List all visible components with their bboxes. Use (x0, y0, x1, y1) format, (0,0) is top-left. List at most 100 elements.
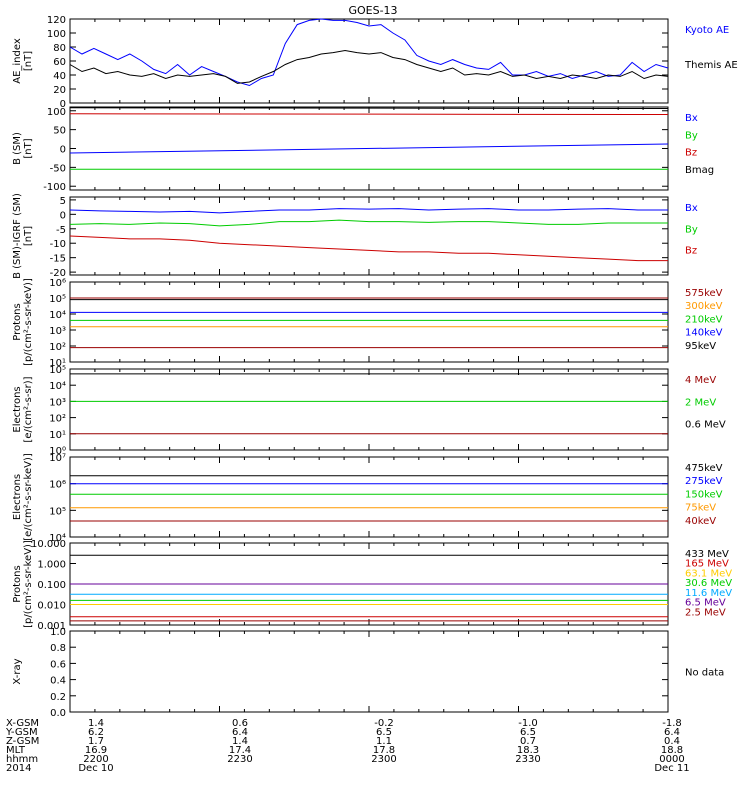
ephemeris-cell: 0.7 (520, 736, 536, 747)
plot-title: GOES-13 (348, 4, 397, 17)
y-tick-label: 20 (53, 85, 66, 96)
y-tick-label: -10 (50, 239, 66, 250)
y-axis-label: Electrons (12, 474, 23, 520)
panel-ae: 0 20 40 60 80 100 120 AE_index [nT] Kyoto AE Themi… (12, 15, 738, 110)
ephemeris-cell: 17.4 (229, 745, 251, 756)
legend-entry: 95keV (685, 341, 716, 352)
y-tick-label: 0 (60, 145, 66, 156)
y-axis-label: Protons (12, 565, 23, 602)
y-tick-label: 80 (53, 43, 66, 54)
y-axis-label: [nT] (23, 51, 34, 71)
y-tick-label: 10⁰ (49, 446, 66, 457)
y-axis-label: Electrons (12, 386, 23, 432)
y-tick-label: 10³ (49, 397, 66, 408)
y-tick-label: 10¹ (49, 430, 66, 441)
ephemeris-cell: 16.9 (85, 745, 107, 756)
y-axis-label: [e/(cm²-s-sr)] (23, 376, 34, 442)
ephemeris-cell: -1.8 (662, 718, 682, 729)
legend-entry: 40keV (685, 516, 716, 527)
y-axis-label: [nT] (23, 226, 34, 246)
ephemeris-cell: 1.1 (376, 736, 392, 747)
panel-protons_mev: 10¹ 10² 10³ 10⁴ 10⁵ 10⁶ Protons [p/(cm²-s-sr-ke… (12, 278, 723, 369)
legend-entry: 210keV (685, 314, 723, 325)
y-tick-label: -15 (50, 254, 66, 265)
y-tick-label: 10² (49, 342, 66, 353)
ephemeris-cell: 6.2 (88, 727, 104, 738)
panel-frame (69, 368, 669, 451)
ephemeris-cell: 2330 (515, 754, 540, 765)
ephemeris-row-label: MLT (6, 745, 26, 756)
y-tick-label: 10⁵ (49, 294, 66, 305)
y-tick-label: -50 (50, 163, 66, 174)
panel-frame (69, 281, 669, 363)
panel-electrons_mev: 10⁰ 10¹ 10² 10³ 10⁴ 10⁵ Electrons [e/(cm²-s-sr)… (12, 365, 726, 457)
ephemeris-row-label: hhmm (6, 754, 38, 765)
y-tick-label: 1.0 (50, 627, 66, 638)
legend-entry: 4 MeV (685, 375, 716, 386)
y-tick-label: 120 (47, 15, 66, 26)
panel-frame (69, 456, 669, 538)
ephemeris-row-label: 2014 (6, 763, 31, 774)
ephemeris-cell: 1.4 (88, 718, 104, 729)
legend-entry: 575keV (685, 288, 723, 299)
y-tick-label: 10⁴ (49, 381, 66, 392)
ephemeris-cell: 2230 (227, 754, 252, 765)
ephemeris-cell: 0000 (659, 754, 684, 765)
ephemeris-cell: 0.6 (232, 718, 248, 729)
y-tick-label: 10⁴ (49, 533, 66, 544)
legend-entry: Bz (685, 246, 697, 257)
y-tick-label: -20 (50, 268, 66, 279)
legend-entry: Bx (685, 203, 698, 214)
y-axis-label: [p/(cm²-s-sr-keV)] (23, 540, 34, 628)
y-tick-label: 10.000 (31, 539, 66, 550)
ephemeris-cell: 1.7 (88, 736, 104, 747)
y-tick-label: 100 (47, 29, 66, 40)
ephemeris-row-label: X-GSM (6, 718, 39, 729)
y-axis-label: Protons (12, 303, 23, 340)
legend-entry: 150keV (685, 489, 723, 500)
series-line-by (69, 219, 668, 227)
ephemeris-cell: -0.2 (374, 718, 394, 729)
legend-entry: Kyoto AE (685, 25, 729, 36)
y-tick-label: 10⁶ (49, 278, 66, 289)
y-tick-label: 0.0 (50, 708, 66, 719)
ephemeris-cell: 6.5 (520, 727, 536, 738)
legend-entry: By (685, 224, 698, 235)
legend-entry: By (685, 130, 698, 141)
y-tick-label: 0 (60, 99, 66, 110)
y-tick-label: 10⁴ (49, 310, 66, 321)
panel-note: No data (685, 668, 724, 679)
y-tick-label: 0.6 (50, 659, 66, 670)
y-tick-label: 10¹ (49, 358, 66, 369)
y-tick-label: 0.4 (50, 676, 66, 687)
ephemeris-cell: 2300 (371, 754, 396, 765)
panel-frame (69, 630, 669, 713)
y-tick-label: 0 (60, 210, 66, 221)
y-tick-label: 10⁷ (49, 453, 66, 464)
y-tick-label: 10⁵ (49, 506, 66, 517)
series-line-kyoto-ae (69, 18, 669, 87)
panel-xray: 0.0 0.2 0.4 0.6 0.8 1.0 X-ray No data (12, 627, 724, 719)
ephemeris-cell: 0.4 (664, 736, 680, 747)
y-axis-label: [p/(cm²-s-sr-keV)] (23, 278, 34, 366)
y-tick-label: 40 (53, 71, 66, 82)
ephemeris-cell: Dec 10 (78, 763, 113, 774)
y-tick-label: 10² (49, 414, 66, 425)
legend-entry: 2 MeV (685, 397, 716, 408)
y-tick-label: -100 (43, 182, 66, 193)
legend-entry: 275keV (685, 476, 723, 487)
ephemeris-cell: 17.8 (373, 745, 395, 756)
legend-entry: 165 MeV (685, 559, 729, 570)
ephemeris-row-label: Y-GSM (5, 727, 38, 738)
ephemeris-cell: 18.8 (661, 745, 683, 756)
ephemeris-cell: Dec 11 (654, 763, 689, 774)
series-line-bz (69, 113, 669, 115)
y-tick-label: 0.100 (37, 580, 66, 591)
ephemeris-cell: 6.5 (376, 727, 392, 738)
y-tick-label: 0.010 (37, 601, 66, 612)
legend-entry: 300keV (685, 301, 723, 312)
y-tick-label: 50 (53, 126, 66, 137)
legend-entry: 2.5 MeV (685, 607, 726, 618)
ephemeris-cell: 18.3 (517, 745, 539, 756)
